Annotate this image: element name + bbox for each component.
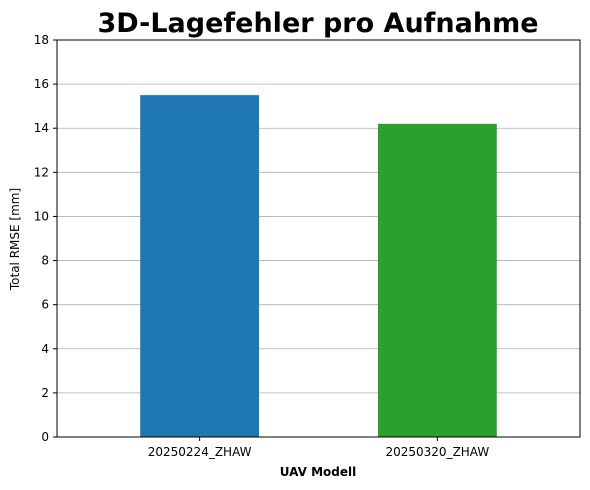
y-tick-label: 8 <box>41 254 49 268</box>
y-tick-label: 12 <box>34 165 49 179</box>
y-tick-label: 6 <box>41 298 49 312</box>
y-tick-label: 4 <box>41 342 49 356</box>
y-tick-label: 0 <box>41 430 49 444</box>
y-tick-label: 2 <box>41 386 49 400</box>
y-tick-label: 16 <box>34 77 49 91</box>
y-tick-label: 18 <box>34 33 49 47</box>
x-tick-label: 20250320_ZHAW <box>385 445 489 459</box>
x-axis-ticks: 20250224_ZHAW 20250320_ZHAW <box>148 437 489 459</box>
bar-20250320_ZHAW <box>377 123 497 438</box>
y-tick-label: 14 <box>34 121 49 135</box>
y-axis-label: Total RMSE [mm] <box>8 188 22 291</box>
y-axis-ticks: 0 2 4 6 8 10 12 14 16 18 <box>34 33 57 444</box>
bars <box>140 95 497 438</box>
x-axis-label: UAV Modell <box>280 465 356 479</box>
chart-title: 3D-Lagefehler pro Aufnahme <box>97 8 538 39</box>
x-tick-label: 20250224_ZHAW <box>148 445 252 459</box>
plot-frame <box>56 39 581 438</box>
gridlines <box>57 83 580 394</box>
y-tick-label: 10 <box>34 209 49 223</box>
bar-20250224_ZHAW <box>140 95 260 437</box>
